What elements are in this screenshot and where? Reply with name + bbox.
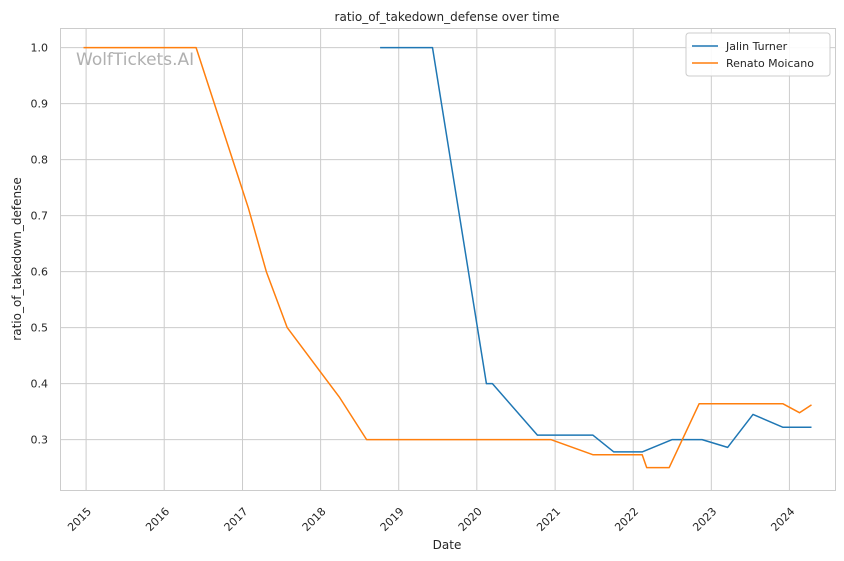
series-line-2 (83, 46, 812, 469)
y-tick-label: 1.0 (31, 42, 49, 55)
plot-area-frame (60, 28, 836, 491)
y-tick-label: 0.7 (31, 210, 49, 223)
y-axis-title: ratio_of_takedown_defense (10, 177, 24, 340)
series-line-1 (380, 46, 812, 453)
y-tick-label: 0.5 (31, 322, 49, 335)
y-tick-label: 0.3 (31, 434, 49, 447)
y-tick-label: 0.4 (31, 378, 49, 391)
legend-label: Jalin Turner (725, 40, 788, 53)
watermark: WolfTickets.AI (76, 50, 194, 70)
y-axis-ticks: 0.3 0.4 0.5 0.6 0.7 0.8 0.9 1.0 (31, 42, 49, 447)
legend: Jalin Turner Renato Moicano (685, 32, 831, 77)
legend-label: Renato Moicano (726, 57, 814, 70)
y-tick-label: 0.9 (31, 98, 49, 111)
legend-box (685, 32, 831, 77)
x-axis-title: Date (433, 538, 462, 552)
chart-title: ratio_of_takedown_defense over time (335, 10, 560, 24)
y-tick-label: 0.8 (31, 154, 49, 167)
grid-lines (60, 28, 835, 490)
series-lines (83, 46, 812, 469)
y-tick-label: 0.6 (31, 266, 49, 279)
